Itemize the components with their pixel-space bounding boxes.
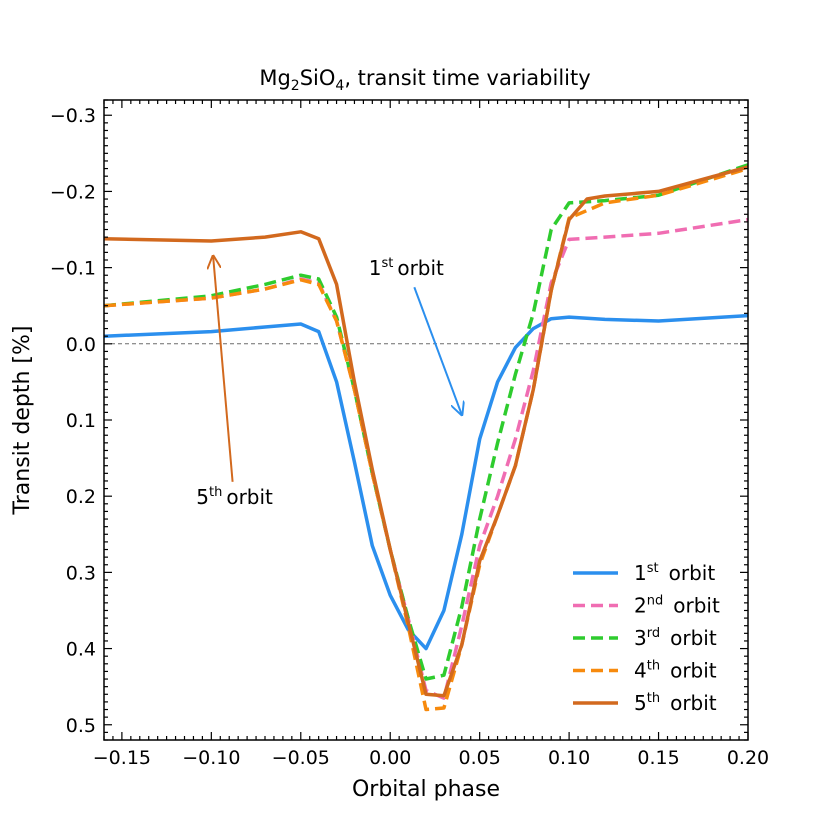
y-tick-labels: −0.3 −0.2 −0.1 0.0 0.1 0.2 0.3 0.4 0.5 bbox=[50, 105, 96, 737]
x-tick-label: 0.10 bbox=[548, 747, 590, 769]
y-tick-label: 0.3 bbox=[66, 562, 96, 584]
chart-title: Mg2SiO4, transit time variability bbox=[259, 66, 590, 94]
series-line-5th bbox=[104, 165, 748, 698]
x-tick-label: −0.05 bbox=[272, 747, 330, 769]
legend-label-2nd: 2nd orbit bbox=[634, 594, 720, 618]
y-tick-label: −0.3 bbox=[50, 105, 96, 127]
annotation-arrow-1st bbox=[413, 286, 461, 414]
legend-label-1st: 1st orbit bbox=[634, 561, 715, 585]
annotation-arrow-5th bbox=[213, 256, 234, 482]
y-tick-label: 0.1 bbox=[66, 410, 96, 432]
annotation-label-5th: 5th orbit bbox=[196, 485, 273, 509]
annotation-layer: 1st orbit 5th orbit bbox=[196, 256, 462, 509]
series-layer bbox=[104, 163, 748, 712]
y-tick-label: 0.0 bbox=[66, 334, 96, 356]
series-line-1st bbox=[104, 313, 748, 651]
plot-frame bbox=[103, 99, 749, 741]
legend: 1st orbit 2nd orbit 3rd orbit 4th orbit 5th … bbox=[573, 561, 720, 715]
x-tick-label: 0.15 bbox=[637, 747, 679, 769]
y-tick-label: −0.1 bbox=[50, 258, 96, 280]
x-tick-label: −0.15 bbox=[93, 747, 151, 769]
y-tick-label: −0.2 bbox=[50, 181, 96, 203]
y-tick-label: 0.4 bbox=[66, 639, 96, 661]
x-tick-label: −0.10 bbox=[182, 747, 240, 769]
x-axis-label: Orbital phase bbox=[352, 777, 500, 802]
y-tick-label: 0.5 bbox=[66, 715, 96, 737]
x-tick-label: 0.20 bbox=[727, 747, 769, 769]
x-tick-label: 0.05 bbox=[459, 747, 501, 769]
y-axis-label: Transit depth [%] bbox=[10, 326, 35, 516]
y-tick-label: 0.2 bbox=[66, 486, 96, 508]
legend-label-3rd: 3rd orbit bbox=[634, 626, 717, 650]
legend-label-5th: 5th orbit bbox=[634, 691, 717, 715]
legend-label-4th: 4th orbit bbox=[634, 659, 717, 683]
series-line-3rd bbox=[104, 163, 748, 681]
annotation-label-1st: 1st orbit bbox=[369, 256, 444, 280]
x-tick-label: 0.00 bbox=[369, 747, 411, 769]
x-tick-labels: −0.15 −0.10 −0.05 0.00 0.05 0.10 0.15 0.20 bbox=[93, 747, 769, 769]
